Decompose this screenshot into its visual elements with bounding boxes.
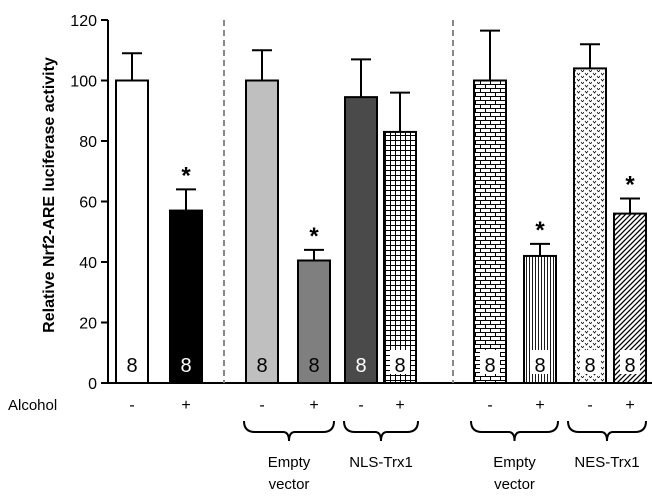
significance-star-9: * <box>625 171 635 198</box>
group-brackets: Empty vector NLS-Trx1 Empty vector NES-Trx1 <box>244 421 646 493</box>
group-bracket-2 <box>471 421 558 441</box>
significance-star-7: * <box>535 217 545 244</box>
group-label-1-line1: NLS-Trx1 <box>349 454 413 471</box>
n-label-4: 8 <box>355 355 366 377</box>
n-label-9: 8 <box>624 355 635 377</box>
n-label-8: 8 <box>584 355 595 377</box>
bars: 8 8 * 8 8 * 8 8 8 8 * 8 8 * <box>116 31 646 383</box>
n-label-0: 8 <box>126 355 137 377</box>
n-label-5: 8 <box>394 355 405 377</box>
n-label-1: 8 <box>180 355 191 377</box>
y-tick-label-6: 120 <box>70 13 97 30</box>
group-bracket-1 <box>344 421 418 441</box>
group-label-2-line1: Empty <box>493 454 536 471</box>
n-label-6: 8 <box>484 355 495 377</box>
bar-2 <box>246 81 278 384</box>
alcohol-sign-8: - <box>587 397 592 414</box>
y-tick-label-4: 80 <box>79 134 97 151</box>
group-label-0-line2: vector <box>269 476 310 493</box>
alcohol-sign-6: - <box>487 397 492 414</box>
group-label-2-line2: vector <box>494 476 535 493</box>
y-tick-label-0: 0 <box>88 376 97 393</box>
alcohol-signs: - + - + - + - + - + <box>129 397 634 414</box>
alcohol-sign-2: - <box>259 397 264 414</box>
y-ticks: 0 20 40 60 80 100 120 <box>70 13 108 393</box>
significance-star-3: * <box>309 223 319 250</box>
alcohol-sign-1: + <box>181 397 190 414</box>
alcohol-sign-3: + <box>309 397 318 414</box>
y-tick-label-2: 40 <box>79 255 97 272</box>
bar-8 <box>574 68 606 383</box>
bar-4 <box>345 97 377 383</box>
alcohol-sign-9: + <box>625 397 634 414</box>
group-label-0-line1: Empty <box>268 454 311 471</box>
significance-star-1: * <box>181 162 191 189</box>
bar-5 <box>384 132 416 383</box>
alcohol-row-label: Alcohol <box>8 397 57 414</box>
n-label-7: 8 <box>534 355 545 377</box>
y-tick-label-3: 60 <box>79 195 97 212</box>
n-label-3: 8 <box>308 355 319 377</box>
y-tick-label-1: 20 <box>79 316 97 333</box>
alcohol-sign-5: + <box>395 397 404 414</box>
alcohol-sign-7: + <box>535 397 544 414</box>
group-label-3-line1: NES-Trx1 <box>574 454 639 471</box>
group-bracket-3 <box>568 421 646 441</box>
y-tick-label-5: 100 <box>70 74 97 91</box>
bar-0 <box>116 81 148 384</box>
y-axis-title: Relative Nrf2-ARE luciferase activity <box>41 57 58 333</box>
n-label-2: 8 <box>256 355 267 377</box>
alcohol-sign-0: - <box>129 397 134 414</box>
bar-6 <box>474 81 506 384</box>
group-bracket-0 <box>244 421 334 441</box>
alcohol-sign-4: - <box>358 397 363 414</box>
